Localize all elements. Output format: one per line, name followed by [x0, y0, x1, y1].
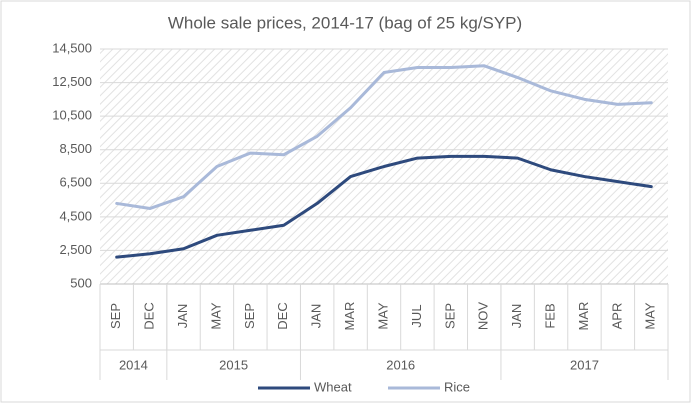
y-tick-label: 4,500: [59, 208, 92, 223]
x-tick-label: DEC: [275, 302, 290, 329]
x-tick-label: MAY: [208, 302, 223, 330]
x-tick-label: SEP: [108, 303, 123, 329]
legend-label: Rice: [444, 379, 470, 394]
group-label: 2015: [219, 357, 248, 372]
x-tick-label: MAR: [576, 302, 591, 331]
group-label: 2017: [570, 357, 599, 372]
chart-title: Whole sale prices, 2014-17 (bag of 25 kg…: [168, 13, 522, 32]
y-tick-label: 6,500: [59, 175, 92, 190]
series-line: [115, 64, 653, 210]
x-tick-label: JAN: [509, 304, 524, 329]
y-tick-label: 500: [70, 275, 92, 290]
x-tick-label: MAY: [643, 302, 658, 330]
y-tick-label: 8,500: [59, 141, 92, 156]
legend-label: Wheat: [314, 379, 352, 394]
y-tick-label: 12,500: [52, 74, 92, 89]
x-tick-label: JAN: [175, 304, 190, 329]
x-tick-label: FEB: [542, 303, 557, 328]
series-line: [115, 154, 653, 259]
x-tick-label: SEP: [442, 303, 457, 329]
x-tick-label: JUL: [409, 304, 424, 327]
y-tick-label: 10,500: [52, 108, 92, 123]
x-tick-label: DEC: [142, 302, 157, 329]
x-tick-label: MAY: [375, 302, 390, 330]
x-tick-label: APR: [609, 303, 624, 330]
group-label: 2014: [119, 357, 148, 372]
group-label: 2016: [386, 357, 415, 372]
x-tick-label: NOV: [476, 302, 491, 331]
x-tick-label: MAR: [342, 302, 357, 331]
y-tick-label: 2,500: [59, 242, 92, 257]
y-tick-label: 14,500: [52, 40, 92, 55]
x-tick-label: SEP: [242, 303, 257, 329]
x-tick-label: JAN: [309, 304, 324, 329]
